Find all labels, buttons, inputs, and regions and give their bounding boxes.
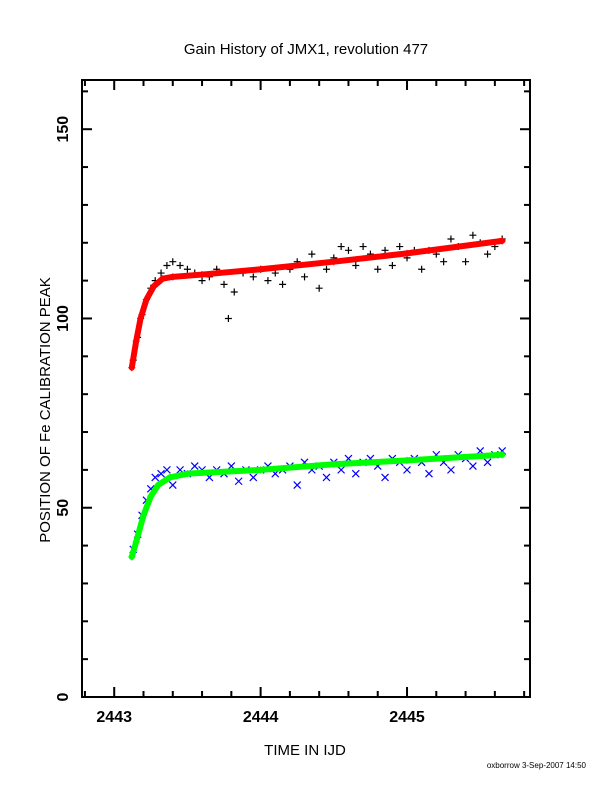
lower-peak-data-point — [168, 481, 177, 489]
lower-peak-data-point — [157, 469, 165, 478]
upper-peak-fit-point — [403, 249, 411, 257]
lower-peak-fit-point — [154, 481, 162, 489]
upper-peak-data-point — [264, 277, 272, 285]
lower-peak-data-point — [351, 469, 360, 478]
lower-peak-data-point — [190, 462, 199, 471]
lower-peak-data-point — [483, 458, 492, 467]
lower-peak-fit-point — [139, 511, 147, 519]
lower-peak-data-point — [403, 465, 411, 474]
upper-peak-data-point — [396, 243, 404, 251]
upper-peak-data-point — [418, 265, 426, 273]
x-tick-label: 2444 — [243, 709, 279, 726]
x-axis-label: TIME IN IJD — [264, 742, 346, 759]
upper-peak-data-point — [224, 314, 232, 322]
upper-peak-data-point — [388, 261, 396, 269]
upper-peak-data-point — [462, 258, 470, 266]
upper-peak-data-point — [322, 265, 330, 273]
lower-peak-data-point — [381, 473, 389, 482]
upper-peak-fit-point — [257, 265, 265, 273]
upper-peak-data-point — [484, 250, 492, 258]
y-tick-label: 100 — [55, 305, 72, 332]
upper-peak-fit-point — [169, 273, 177, 281]
lower-peak-data-point — [162, 465, 171, 474]
lower-peak-data-point — [468, 462, 477, 471]
upper-peak-fit — [128, 237, 506, 372]
upper-peak-data-point — [315, 284, 323, 292]
upper-peak-data-point — [183, 265, 191, 273]
upper-peak-data-point — [230, 288, 238, 296]
upper-peak-data — [129, 231, 506, 364]
upper-peak-data-point — [344, 246, 352, 254]
upper-peak-data-point — [169, 258, 177, 266]
y-tick-label: 0 — [55, 692, 72, 701]
lower-peak-data-point — [151, 473, 160, 482]
upper-peak-data-point — [220, 280, 228, 288]
upper-peak-fit-point — [330, 258, 338, 266]
upper-peak-fit-line — [128, 237, 506, 371]
lower-peak-data-point — [425, 469, 433, 478]
upper-peak-fit-point — [159, 275, 167, 283]
plot-frame — [81, 79, 531, 698]
upper-peak-data-point — [176, 261, 184, 269]
x-tick-label: 2445 — [389, 709, 425, 726]
upper-peak-data-point — [352, 261, 360, 269]
lower-peak-fit-point — [498, 451, 506, 459]
upper-peak-data-point — [447, 235, 455, 243]
lower-peak-fit-line — [128, 451, 506, 560]
upper-peak-data-point — [157, 269, 165, 277]
lower-peak-fit-point — [128, 553, 136, 561]
lower-peak-fit-point — [257, 466, 265, 474]
chart-title: Gain History of JMX1, revolution 477 — [184, 41, 428, 58]
upper-peak-fit-point — [142, 296, 150, 304]
upper-peak-fit-point — [150, 282, 158, 290]
upper-peak-data-point — [249, 273, 257, 281]
y-tick-label: 150 — [55, 116, 72, 143]
upper-peak-data-point — [308, 250, 316, 258]
y-tick-label: 50 — [55, 499, 72, 517]
upper-peak-data-point — [374, 265, 382, 273]
lower-peak-data-point — [337, 465, 346, 474]
lower-peak-fit-point — [330, 460, 338, 468]
y-axis-label: POSITION OF Fe CALIBRATION PEAK — [37, 277, 54, 543]
lower-peak-fit-point — [183, 470, 191, 478]
upper-peak-data-point — [198, 277, 206, 285]
upper-peak-fit-point — [498, 237, 506, 245]
lower-peak-data-point — [447, 465, 455, 474]
upper-peak-fit-point — [198, 271, 206, 279]
lower-peak-fit-point — [403, 456, 411, 464]
lower-peak-fit-point — [166, 473, 174, 481]
x-tick-label: 2443 — [96, 709, 132, 726]
upper-peak-data-point — [359, 243, 367, 251]
upper-peak-data-point — [381, 246, 389, 254]
upper-peak-data-point — [469, 231, 477, 239]
upper-peak-fit-point — [128, 364, 136, 372]
upper-peak-data-point — [301, 273, 309, 281]
upper-peak-data-point — [440, 258, 448, 266]
lower-peak-data-point — [322, 473, 331, 482]
lower-peak-fit-point — [132, 538, 140, 546]
lower-peak-fit — [128, 451, 506, 561]
upper-peak-data-point — [279, 280, 287, 288]
lower-peak-data-point — [234, 477, 243, 486]
upper-peak-data-point — [337, 243, 345, 251]
upper-peak-fit-point — [132, 337, 140, 345]
lower-peak-data-point — [249, 473, 258, 482]
footer-stamp: oxborrow 3-Sep-2007 14:50 — [487, 761, 587, 770]
lower-peak-fit-point — [147, 492, 155, 500]
upper-peak-fit-point — [137, 314, 145, 322]
upper-peak-data-point — [163, 261, 171, 269]
lower-peak-data-point — [293, 481, 302, 489]
